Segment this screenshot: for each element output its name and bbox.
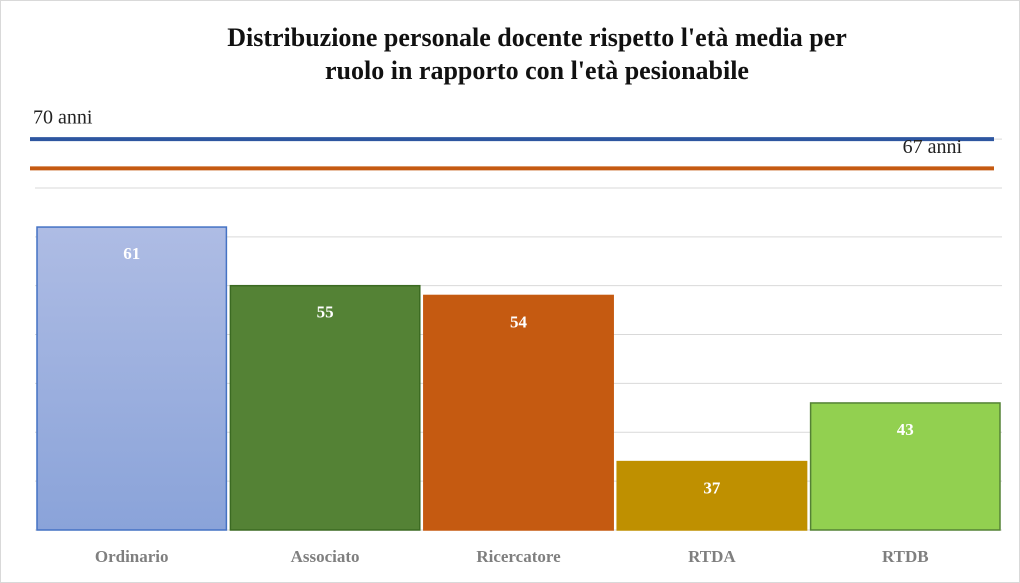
bar	[616, 460, 808, 531]
value-label: 37	[703, 478, 721, 497]
bar	[36, 226, 228, 531]
x-tick-label: Associato	[291, 547, 360, 566]
x-tick-label: Ordinario	[95, 547, 169, 566]
bar	[809, 402, 1001, 531]
value-label: 54	[510, 312, 528, 331]
reference-label: 67 anni	[903, 136, 963, 158]
value-label: 55	[317, 303, 334, 322]
chart-title: ruolo in rapporto con l'età pesionabile	[325, 56, 749, 85]
bar	[229, 284, 421, 531]
value-label: 43	[897, 420, 914, 439]
reference-label: 70 anni	[33, 107, 93, 129]
x-tick-label: Ricercatore	[476, 547, 561, 566]
bar	[423, 294, 614, 531]
x-tick-label: RTDB	[882, 547, 929, 566]
x-tick-label: RTDA	[688, 547, 736, 566]
value-label: 61	[123, 244, 140, 263]
chart-title: Distribuzione personale docente rispetto…	[227, 23, 847, 52]
